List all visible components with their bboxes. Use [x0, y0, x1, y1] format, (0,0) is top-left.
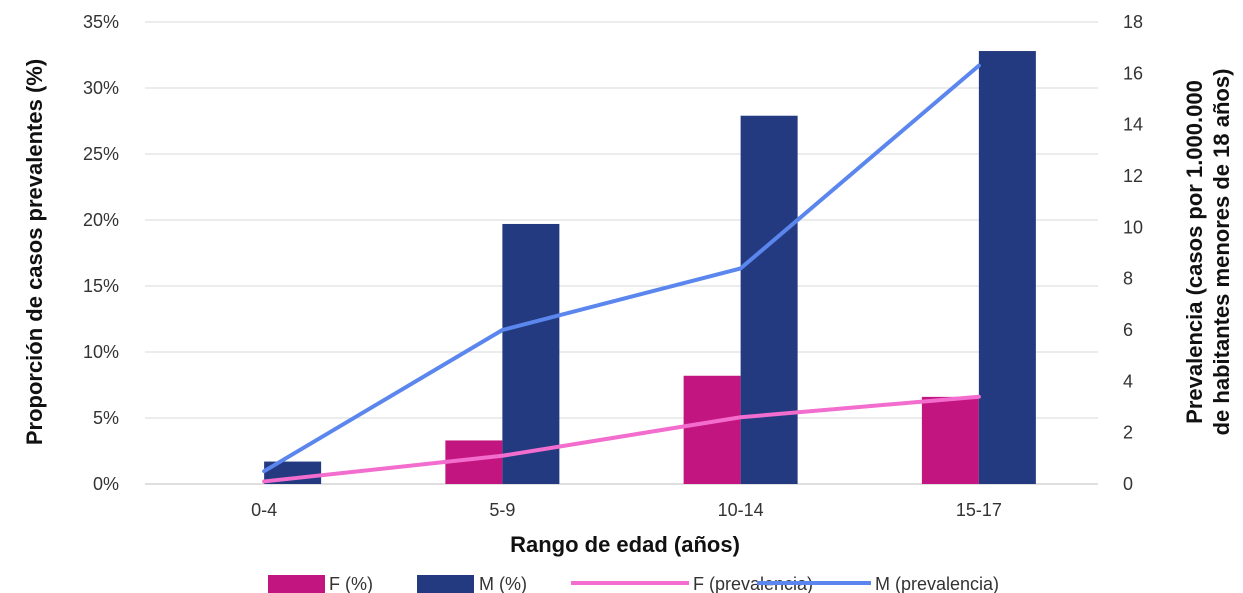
x-axis-title: Rango de edad (años)	[510, 532, 740, 557]
bar-m	[978, 51, 1036, 484]
bar-m	[740, 115, 798, 484]
x-tick-label: 10-14	[718, 500, 764, 520]
y2-tick-label: 16	[1123, 63, 1143, 83]
lines	[262, 63, 981, 484]
bar-f	[683, 375, 741, 484]
y2-tick-label: 8	[1123, 269, 1133, 289]
y2-tick-label: 4	[1123, 371, 1133, 391]
y-axis-title: Proporción de casos prevalentes (%)	[22, 59, 47, 445]
legend-label: F (%)	[329, 574, 373, 593]
legend-label: M (%)	[479, 574, 527, 593]
y2-tick-label: 18	[1123, 12, 1143, 32]
line-m-prevalencia	[262, 63, 981, 474]
y2-tick-label: 2	[1123, 423, 1133, 443]
y2-axis-title-line2: de habitantes menores de 18 años)	[1209, 69, 1234, 436]
x-tick-label: 5-9	[489, 500, 515, 520]
x-tick-label: 15-17	[956, 500, 1002, 520]
bar-m	[502, 223, 560, 484]
gridlines	[145, 21, 1098, 485]
y-tick-label: 5%	[93, 408, 119, 428]
legend-swatch	[268, 575, 325, 593]
y-tick-label: 0%	[93, 474, 119, 494]
legend-label: F (prevalencia)	[693, 574, 813, 593]
y-tick-label: 25%	[83, 144, 119, 164]
y2-tick-label: 6	[1123, 320, 1133, 340]
y2-tick-label: 14	[1123, 115, 1143, 135]
bars	[264, 51, 1036, 484]
legend-swatch	[417, 575, 474, 593]
legend-label: M (prevalencia)	[875, 574, 999, 593]
y-tick-label: 30%	[83, 78, 119, 98]
bar-f	[921, 396, 979, 484]
y2-tick-label: 10	[1123, 217, 1143, 237]
legend: F (%) M (%) F (prevalencia) M (prevalencia)	[268, 574, 999, 593]
y-axis-ticks: 0% 5% 10% 15% 20% 25% 30% 35%	[83, 12, 119, 494]
y2-tick-label: 0	[1123, 474, 1133, 494]
x-axis-ticks: 0-4 5-9 10-14 15-17	[251, 500, 1002, 520]
y-tick-label: 35%	[83, 12, 119, 32]
line-f-prevalencia	[262, 394, 981, 484]
y-tick-label: 20%	[83, 210, 119, 230]
y-tick-label: 15%	[83, 276, 119, 296]
y-tick-label: 10%	[83, 342, 119, 362]
y2-axis-title-line1: Prevalencia (casos por 1.000.000	[1182, 80, 1207, 424]
y2-axis-ticks: 0 2 4 6 8 10 12 14 16 18	[1123, 12, 1143, 494]
y2-tick-label: 12	[1123, 166, 1143, 186]
x-tick-label: 0-4	[251, 500, 277, 520]
